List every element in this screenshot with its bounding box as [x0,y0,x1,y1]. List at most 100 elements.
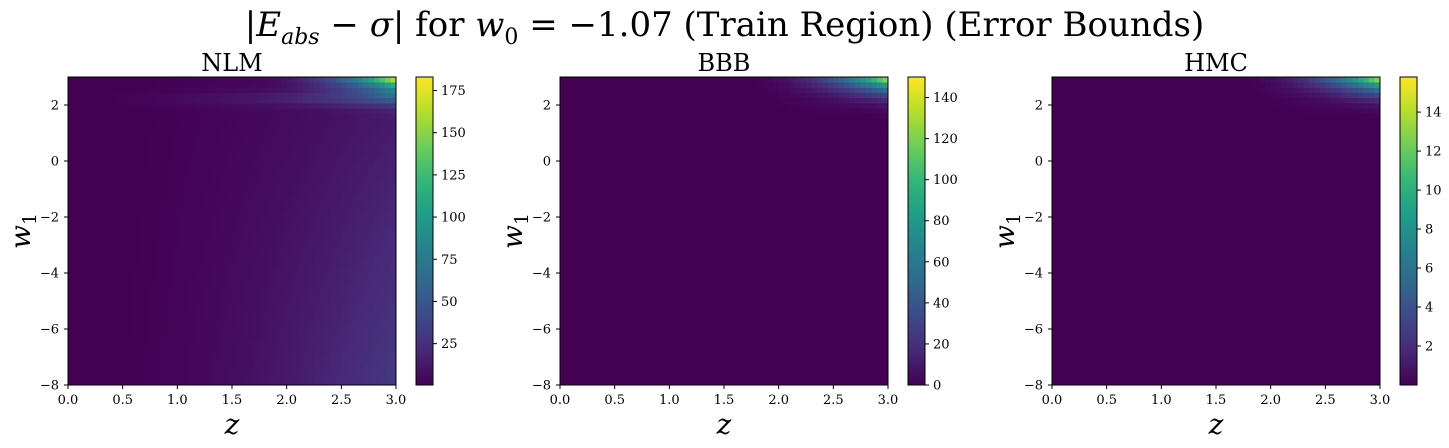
heatmap-cell [609,338,616,345]
heatmap-cell [642,364,649,371]
heatmap-cell [248,266,255,273]
heatmap-cell [625,277,632,283]
heatmap-cell [642,349,649,355]
heatmap-cell [324,256,331,263]
heatmap-cell [297,154,304,160]
heatmap-cell [379,159,386,165]
heatmap-cell [133,205,140,212]
heatmap-cell [357,225,364,232]
heatmap-cell [264,225,271,232]
heatmap-cell [237,97,244,104]
heatmap-cell [139,354,146,360]
heatmap-cell [636,123,643,129]
heatmap-cell [669,215,676,222]
heatmap-cell [100,148,107,155]
heatmap-cell [346,354,353,360]
heatmap-cell [177,246,184,253]
heatmap-cell [160,159,167,165]
heatmap-cell [565,169,572,176]
heatmap-cell [565,210,572,217]
heatmap-cell [652,318,659,324]
heatmap-cell [297,313,304,319]
heatmap-cell [281,343,288,350]
heatmap-cell [346,112,353,119]
heatmap-cell [144,256,151,263]
heatmap-cell [150,369,157,376]
heatmap-cell [253,354,260,360]
heatmap-cell [308,338,315,345]
heatmap-cell [226,87,233,93]
heatmap-cell [374,256,381,263]
heatmap-cell [620,200,627,206]
heatmap-cell [133,333,140,340]
heatmap-cell [636,102,643,109]
heatmap-cell [139,302,146,309]
heatmap-cell [264,292,271,299]
heatmap-cell [352,128,359,135]
heatmap-cell [297,272,304,278]
heatmap-cell [248,92,255,99]
heatmap-cell [297,77,304,83]
heatmap-cell [609,364,616,371]
heatmap-cell [609,323,616,330]
heatmap-cell [663,220,670,227]
heatmap-cell [264,128,271,135]
heatmap-cell [335,277,342,283]
heatmap-cell [297,282,304,289]
heatmap-cell [603,189,610,196]
heatmap-cell [565,225,572,232]
heatmap-cell [598,97,605,104]
heatmap-cell [177,195,184,201]
heatmap-cell [139,112,146,119]
heatmap-cell [117,215,124,222]
heatmap-cell [171,195,178,201]
heatmap-cell [73,169,80,176]
heatmap-cell [73,323,80,330]
heatmap-cell [587,364,594,371]
heatmap-cell [144,236,151,242]
heatmap-cell [652,364,659,371]
heatmap-cell [160,102,167,109]
heatmap-cell [259,138,266,145]
heatmap-cell [609,302,616,309]
heatmap-cell [570,92,577,99]
heatmap-cell [614,179,621,186]
heatmap-cell [603,205,610,212]
heatmap-cell [308,138,315,145]
heatmap-cell [652,313,659,319]
heatmap-cell [122,133,129,140]
heatmap-cell [122,138,129,145]
heatmap-cell [587,195,594,201]
heatmap-cell [226,143,233,150]
heatmap-cell [281,107,288,114]
heatmap-cell [286,138,293,145]
heatmap-cell [210,251,217,258]
heatmap-cell [625,364,632,371]
heatmap-cell [614,318,621,324]
heatmap-cell [609,349,616,355]
heatmap-cell [210,138,217,145]
heatmap-cell [286,205,293,212]
heatmap-cell [314,359,321,366]
heatmap-cell [603,107,610,114]
heatmap-cell [652,97,659,104]
heatmap-cell [270,225,277,232]
heatmap-cell [576,313,583,319]
heatmap-cell [363,128,370,135]
heatmap-cell [100,328,107,335]
heatmap-cell [374,210,381,217]
heatmap-cell [177,261,184,268]
heatmap-cell [385,107,392,114]
heatmap-cell [642,133,649,140]
heatmap-cell [390,128,397,135]
heatmap-cell [647,164,654,170]
heatmap-cell [182,354,189,360]
heatmap-cell [346,302,353,309]
heatmap-cell [210,302,217,309]
heatmap-cell [199,205,206,212]
heatmap-cell [636,266,643,273]
heatmap-cell [68,154,75,160]
heatmap-cell [647,261,654,268]
heatmap-cell [264,215,271,222]
heatmap-cell [587,246,594,253]
